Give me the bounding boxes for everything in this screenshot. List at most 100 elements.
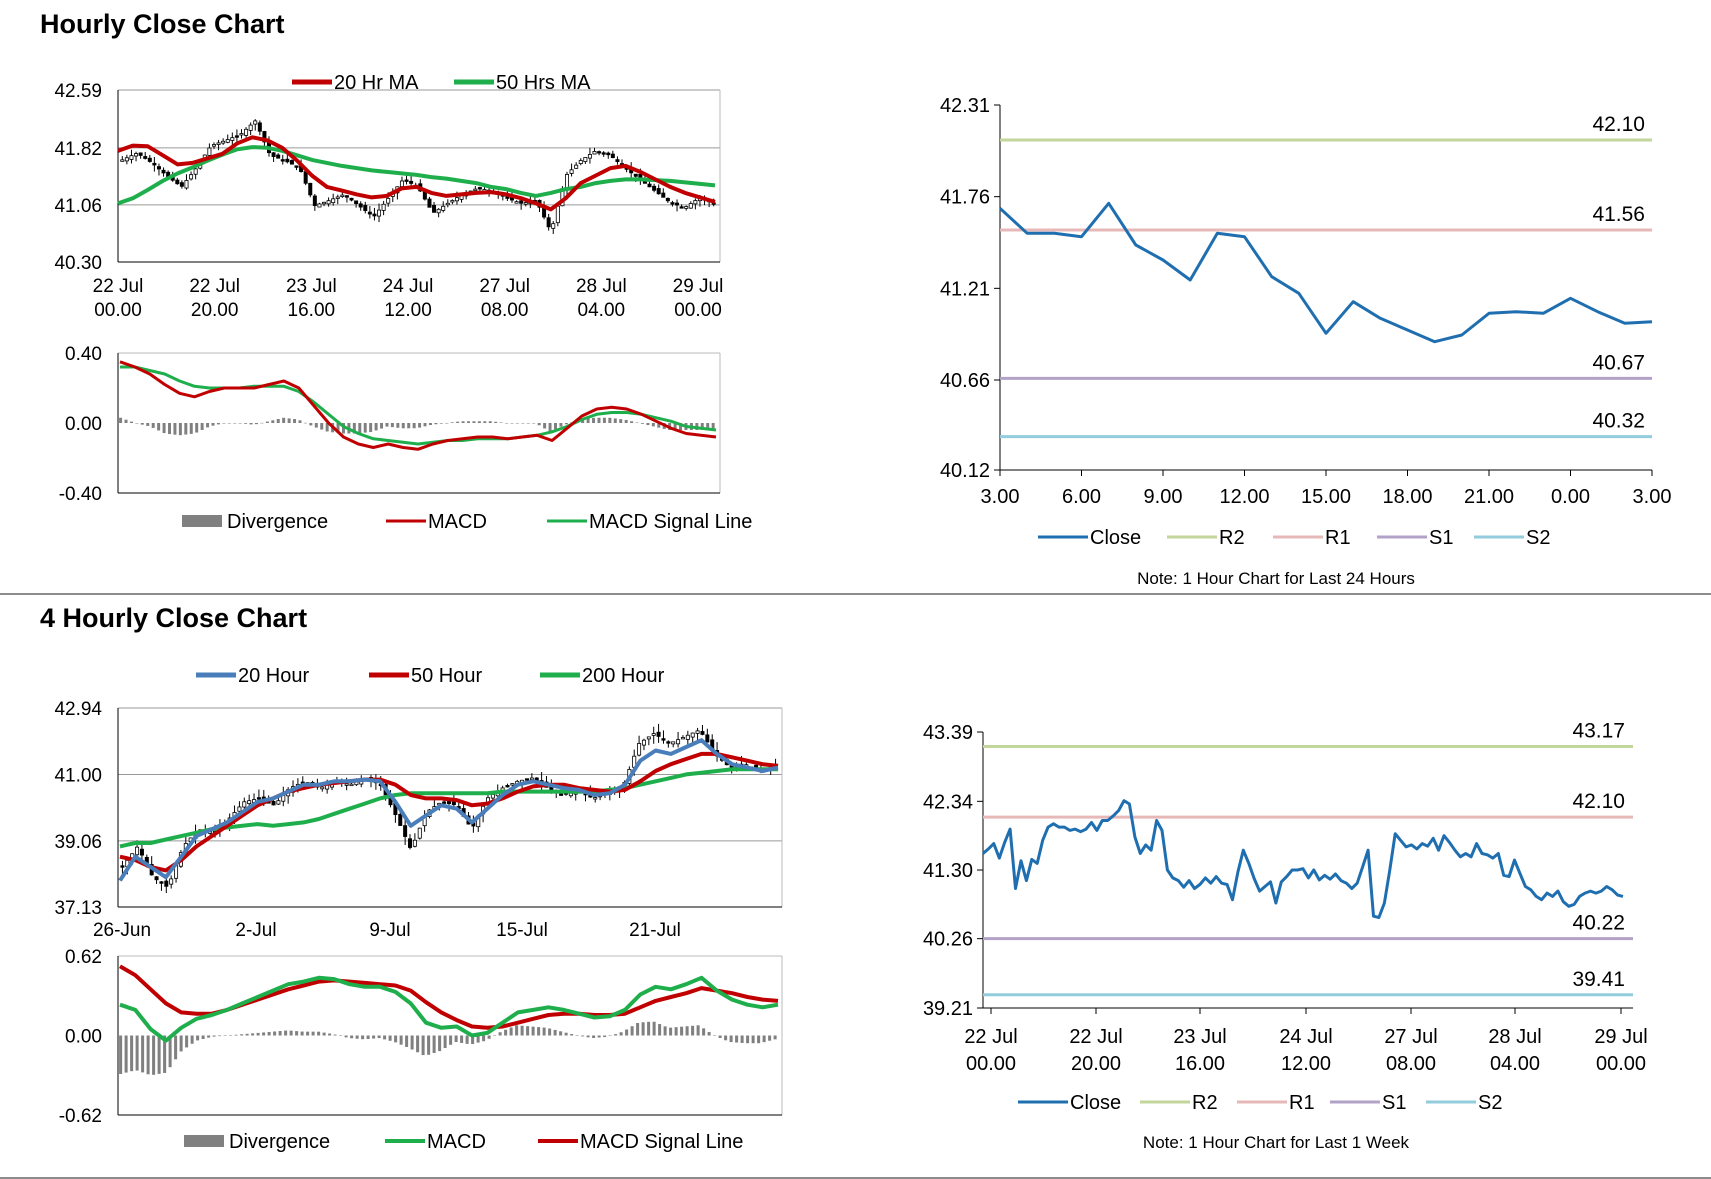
candle-body [651, 733, 656, 736]
divergence-bar [456, 421, 460, 423]
candle-body [666, 741, 671, 744]
legend-macd-signal-label: MACD Signal Line [580, 1131, 743, 1153]
divergence-bar [412, 423, 416, 429]
divergence-bar [295, 1031, 299, 1036]
hourly-price-xtick-time: 20.00 [191, 300, 239, 321]
candle-body [454, 197, 459, 202]
divergence-bar [532, 423, 536, 424]
divergence-bar [271, 420, 275, 423]
legend-close-label: Close [1090, 527, 1141, 549]
divergence-bar [284, 1030, 288, 1036]
divergence-bar [328, 1033, 332, 1036]
divergence-bar [179, 1035, 183, 1052]
divergence-bar [366, 1035, 370, 1040]
divergence-bar [608, 1035, 612, 1036]
divergence-bar [504, 1029, 508, 1036]
candle-body [409, 180, 414, 184]
divergence-bar [465, 1035, 469, 1044]
divergence-bar [140, 423, 144, 425]
week-1h-chart: 43.39 42.34 41.30 40.26 39.21 43.17 42.10 40.22… [923, 720, 1648, 1152]
divergence-bar [407, 423, 411, 429]
candle-body [450, 200, 455, 203]
divergence-bar [300, 1031, 304, 1036]
hourly_24h-ytick-label: 42.31 [940, 95, 990, 117]
candle-body [244, 128, 249, 136]
candle-body [524, 778, 529, 781]
divergence-bar [358, 423, 362, 434]
divergence-bar [575, 1035, 579, 1036]
divergence-bar [344, 1035, 348, 1038]
hourly-macd-ytick-label: 0.00 [65, 414, 102, 435]
candle-body [688, 203, 693, 209]
divergence-bar [625, 1029, 629, 1036]
hourly-24h-xtick-label: 21.00 [1464, 486, 1514, 508]
week-1h-xtick-date: 29 Jul [1594, 1026, 1647, 1048]
legend-s2-label: S2 [1526, 527, 1550, 549]
divergence-bar [608, 417, 612, 423]
candle-body [386, 198, 391, 204]
divergence-bar [267, 1031, 271, 1036]
legend-r1-label: R1 [1289, 1092, 1315, 1114]
divergence-bar [240, 1034, 244, 1036]
hourly-price-ytick-label: 42.59 [54, 81, 102, 102]
week-1h-xtick-time: 12.00 [1281, 1053, 1331, 1075]
candle-body [408, 838, 413, 848]
divergence-bar [418, 423, 422, 428]
candle-body [646, 736, 651, 740]
legend-20-hour-label: 20 Hour [238, 665, 309, 687]
divergence-bar [162, 423, 166, 434]
divergence-bar [333, 1034, 337, 1036]
divergence-bar [352, 423, 356, 434]
candle-body [221, 140, 226, 144]
divergence-bar [238, 423, 242, 424]
divergence-bar [613, 418, 617, 423]
candle-body [230, 137, 235, 141]
divergence-bar [174, 1035, 178, 1060]
candle-body [477, 187, 482, 190]
divergence-bar [178, 423, 182, 436]
candle-body [344, 783, 349, 786]
legend-s1-label: S1 [1382, 1092, 1406, 1114]
divergence-bar [399, 1035, 403, 1045]
divergence-bar [702, 1028, 706, 1036]
hourly-24h-xtick-label: 3.00 [1633, 486, 1672, 508]
level-r1-label: 41.56 [1592, 203, 1645, 226]
divergence-bar [363, 423, 367, 433]
divergence-bar [773, 1035, 777, 1040]
candle-body [189, 174, 194, 180]
candle-body [399, 180, 404, 187]
divergence-bar [234, 1034, 238, 1036]
week-1h-xtick-date: 22 Jul [964, 1026, 1017, 1048]
divergence-bar [696, 1025, 700, 1036]
divergence-bar [673, 423, 677, 430]
divergence-bar [669, 1027, 673, 1036]
candle-body [695, 730, 700, 734]
candle-body [569, 169, 574, 174]
divergence-bar [119, 1035, 123, 1074]
divergence-bar [581, 419, 585, 423]
candle-body [417, 827, 422, 839]
divergence-bar [195, 423, 199, 433]
divergence-bar [434, 423, 438, 425]
divergence-bar [735, 1035, 739, 1043]
divergence-bar [630, 421, 634, 423]
hourly-price-xtick-time: 16.00 [288, 300, 336, 321]
hourly-24h-xtick-label: 18.00 [1382, 486, 1432, 508]
divergence-bar [146, 1035, 150, 1075]
divergence-bar [679, 423, 683, 430]
candle-body [216, 142, 221, 145]
divergence-bar [718, 1035, 722, 1038]
divergence-bar [537, 423, 541, 426]
candle-body [432, 205, 437, 213]
section-divider-top [0, 593, 1711, 595]
hourly-24h-note: Note: 1 Hour Chart for Last 24 Hours [1137, 569, 1415, 588]
level-s2-label: 39.41 [1572, 968, 1625, 991]
divergence-bar [445, 422, 449, 424]
candle-body [519, 200, 524, 204]
candle-body [138, 152, 143, 156]
hourly-24h-xtick-label: 0.00 [1551, 486, 1590, 508]
divergence-bar [515, 423, 519, 424]
candle-body [156, 166, 161, 170]
candle-body [280, 159, 285, 162]
divergence-bar [383, 1035, 387, 1040]
